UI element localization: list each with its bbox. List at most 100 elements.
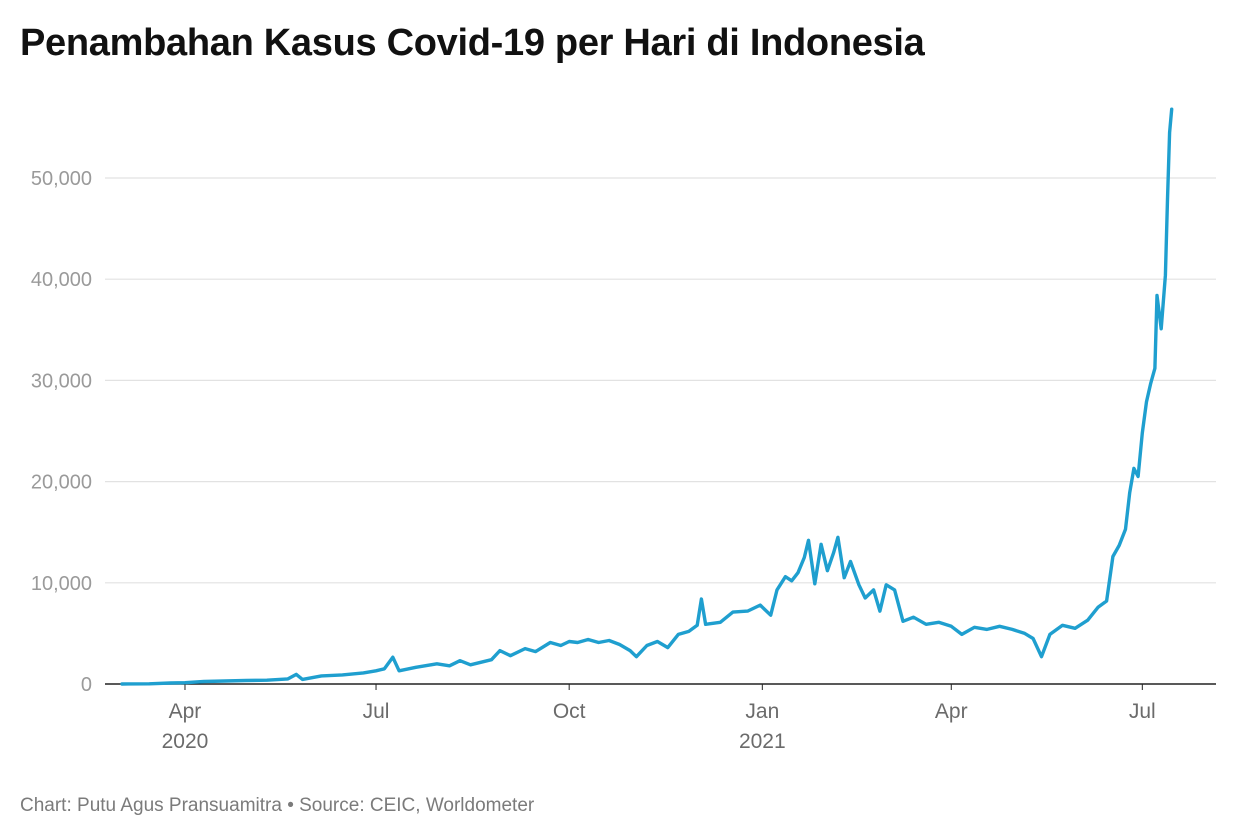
- data-point: [458, 659, 462, 662]
- y-tick-label: 40,000: [31, 269, 92, 291]
- data-point: [320, 674, 323, 678]
- data-point: [885, 583, 888, 586]
- series-line: [120, 107, 1174, 686]
- data-point: [912, 616, 915, 619]
- data-point: [490, 658, 493, 661]
- data-point: [414, 666, 418, 669]
- data-point: [341, 673, 344, 677]
- data-point: [1132, 467, 1136, 470]
- data-point: [893, 588, 896, 592]
- data-point: [374, 669, 378, 672]
- data-point: [864, 596, 867, 600]
- data-point: [985, 628, 989, 631]
- data-point: [586, 638, 590, 641]
- data-point: [628, 649, 632, 652]
- x-tick-label: Apr: [935, 700, 968, 723]
- data-point: [1141, 431, 1144, 435]
- data-point: [549, 641, 552, 644]
- data-point: [435, 662, 439, 665]
- data-point: [1155, 294, 1159, 297]
- data-point: [1105, 599, 1108, 603]
- data-point: [790, 579, 793, 582]
- data-point: [1111, 555, 1115, 558]
- data-point: [807, 539, 810, 542]
- y-tick-label: 50,000: [31, 168, 92, 190]
- data-point: [223, 679, 227, 683]
- data-point: [901, 620, 905, 623]
- data-point: [295, 673, 298, 676]
- data-point: [202, 680, 206, 683]
- chart-title: Penambahan Kasus Covid-19 per Hari di In…: [20, 22, 925, 64]
- data-point: [391, 656, 394, 659]
- data-point: [803, 556, 806, 559]
- data-point: [469, 663, 472, 666]
- x-tick-label: Jan: [745, 700, 779, 723]
- data-point: [1031, 637, 1035, 640]
- data-point: [1040, 655, 1043, 658]
- data-point: [645, 644, 649, 647]
- data-point: [286, 677, 290, 681]
- data-point: [746, 609, 749, 613]
- x-tick-year-label: 2020: [162, 730, 209, 753]
- data-point: [1097, 605, 1100, 609]
- data-point: [534, 650, 537, 653]
- data-point: [813, 582, 816, 585]
- data-point: [700, 597, 703, 601]
- data-point: [1048, 633, 1052, 636]
- data-point: [1073, 627, 1077, 630]
- data-point: [1160, 327, 1163, 330]
- data-point: [1153, 367, 1157, 370]
- x-tick-label: Apr: [169, 700, 202, 723]
- data-point: [635, 655, 638, 658]
- data-point: [568, 640, 571, 643]
- data-point: [924, 623, 928, 626]
- y-tick-label: 30,000: [31, 370, 92, 392]
- x-tick-label: Jul: [363, 700, 390, 723]
- data-point: [607, 639, 611, 642]
- data-point: [244, 679, 248, 682]
- chart-source-credit: Chart: Putu Agus Pransuamitra • Source: …: [20, 795, 535, 816]
- data-point: [148, 682, 151, 685]
- data-point: [719, 621, 722, 624]
- data-point: [1118, 544, 1121, 547]
- data-point: [666, 646, 669, 649]
- data-point: [183, 681, 187, 684]
- data-point: [397, 669, 401, 672]
- data-point: [1011, 628, 1014, 631]
- data-point: [878, 609, 882, 613]
- x-tick-year-label: 2021: [739, 730, 786, 753]
- data-point: [1166, 198, 1169, 201]
- data-point: [1164, 274, 1167, 277]
- data-point: [120, 682, 124, 686]
- data-point: [448, 664, 451, 667]
- data-point: [1124, 528, 1127, 531]
- data-point: [937, 621, 940, 624]
- data-point: [597, 641, 600, 644]
- x-tick-label: Oct: [553, 700, 586, 723]
- data-point: [383, 667, 386, 670]
- data-point: [769, 614, 772, 617]
- data-point: [796, 571, 800, 574]
- data-point: [576, 641, 579, 644]
- data-point: [832, 551, 835, 554]
- data-point: [836, 536, 840, 539]
- data-point: [1061, 624, 1064, 627]
- x-tick-label: Jul: [1129, 700, 1156, 723]
- data-point: [849, 560, 852, 563]
- data-point: [704, 623, 707, 626]
- data-point: [857, 583, 861, 586]
- data-point: [950, 625, 953, 628]
- x-axis: Apr 2020 Jul Oct Jan 2021 Apr Jul: [162, 684, 1156, 753]
- data-point: [759, 603, 762, 607]
- y-tick-label: 10,000: [31, 573, 92, 595]
- series-points: [120, 108, 1173, 686]
- data-point: [973, 626, 976, 629]
- data-point: [1128, 491, 1131, 494]
- data-point: [1168, 131, 1171, 134]
- data-point: [1145, 400, 1148, 403]
- data-point: [696, 624, 699, 627]
- data-point: [843, 576, 846, 579]
- data-point: [872, 588, 875, 592]
- data-point: [687, 630, 690, 633]
